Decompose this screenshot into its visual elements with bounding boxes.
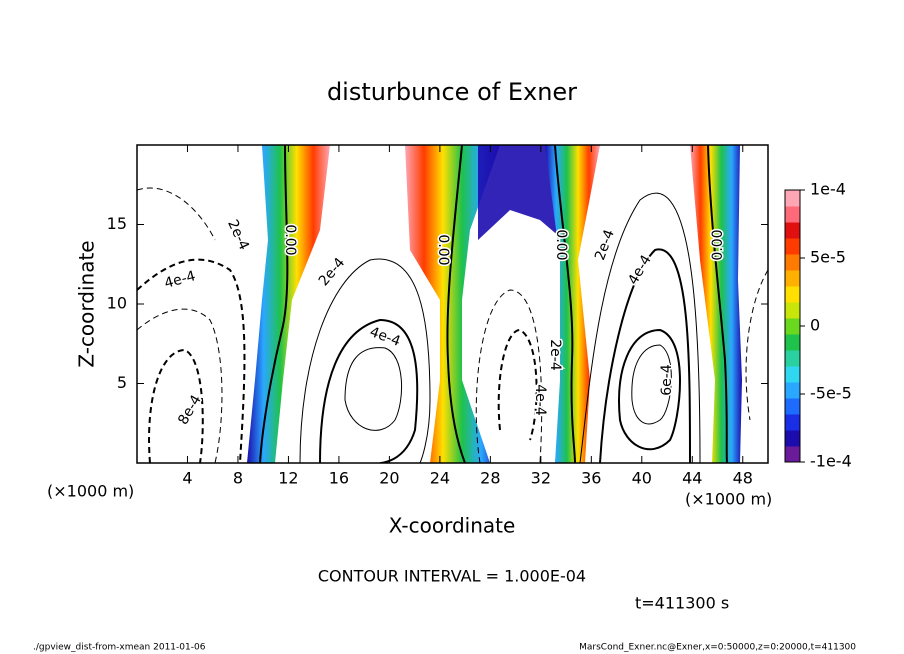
colorbar-segment: [785, 382, 800, 399]
colorbar-segment: [785, 366, 800, 383]
colorbar-tick-label: -5e-5: [810, 384, 852, 403]
shaded-band: [405, 145, 500, 463]
x-tick-label: 4: [182, 469, 192, 488]
x-tick-label: 44: [682, 469, 702, 488]
colorbar-tick-label: 1e-4: [810, 180, 846, 199]
x-tick-label: 20: [379, 469, 399, 488]
time-label: t=411300 s: [635, 594, 729, 613]
colorbar-segment: [785, 318, 800, 335]
colorbar-segment: [785, 206, 800, 223]
contour-label: 8e-4: [175, 392, 205, 427]
x-axis-label: X-coordinate: [389, 514, 516, 538]
shaded-band: [247, 145, 330, 463]
colorbar-segment: [785, 270, 800, 287]
x-tick-label: 40: [632, 469, 652, 488]
footer-left: ./gpview_dist-from-xmean 2011-01-06: [33, 643, 206, 653]
y-tick-label: 5: [117, 373, 127, 392]
contour-label: 0.00: [710, 229, 726, 260]
colorbar-segment: [785, 254, 800, 271]
y-axis-label: Z-coordinate: [75, 240, 99, 367]
footer-right: MarsCond_Exner.nc@Exner,x=0:50000,z=0:20…: [579, 643, 856, 653]
colorbar-segment: [785, 430, 800, 447]
colorbar-segment: [785, 222, 800, 239]
colorbar-tick-label: 0: [810, 316, 820, 335]
colorbar-segment: [785, 446, 800, 463]
y-tick-label: 15: [107, 214, 127, 233]
colorbar-segment: [785, 398, 800, 415]
x-unit-label: (×1000 m): [685, 490, 772, 509]
x-tick-label: 32: [531, 469, 551, 488]
chart-title: disturbunce of Exner: [327, 78, 577, 106]
shaded-band: [690, 145, 742, 463]
x-tick-label: 24: [430, 469, 450, 488]
colorbar-segment: [785, 350, 800, 367]
contour-label: 0.00: [435, 234, 451, 265]
contour-label: 0.00: [553, 229, 569, 260]
colorbar-tick-label: 5e-5: [810, 248, 846, 267]
y-tick-label: 10: [107, 294, 127, 313]
contour-lines-negative: [137, 187, 768, 463]
x-tick-label: 36: [581, 469, 601, 488]
contour-label: 4e-4: [367, 324, 402, 350]
contour-label: 4e-4: [532, 384, 548, 416]
colorbar-tick-label: -1e-4: [810, 452, 852, 471]
contour-lines: [259, 145, 728, 463]
x-tick-label: 12: [278, 469, 298, 488]
contour-label: 4e-4: [163, 268, 198, 292]
contour-label: 4e-4: [625, 252, 655, 287]
x-tick-label: 16: [329, 469, 349, 488]
colorbar-segment: [785, 238, 800, 255]
contour-interval: CONTOUR INTERVAL = 1.000E-04: [318, 567, 586, 586]
contour-label: 2e-4: [224, 217, 252, 252]
x-unit-label: (×1000 m): [47, 482, 134, 501]
colorbar-segment: [785, 190, 800, 207]
shaded-band: [545, 145, 600, 463]
field: [137, 145, 768, 463]
colorbar-segment: [785, 334, 800, 351]
x-tick-label: 28: [480, 469, 500, 488]
colorbar-segment: [785, 286, 800, 303]
contour-label: 6e-4: [659, 364, 675, 396]
colorbar-segment: [785, 414, 800, 431]
contour-label: 2e-4: [547, 339, 563, 371]
x-tick-label: 8: [233, 469, 243, 488]
x-tick-label: 48: [733, 469, 753, 488]
contour-label: 0.00: [282, 224, 298, 255]
colorbar-segment: [785, 302, 800, 319]
